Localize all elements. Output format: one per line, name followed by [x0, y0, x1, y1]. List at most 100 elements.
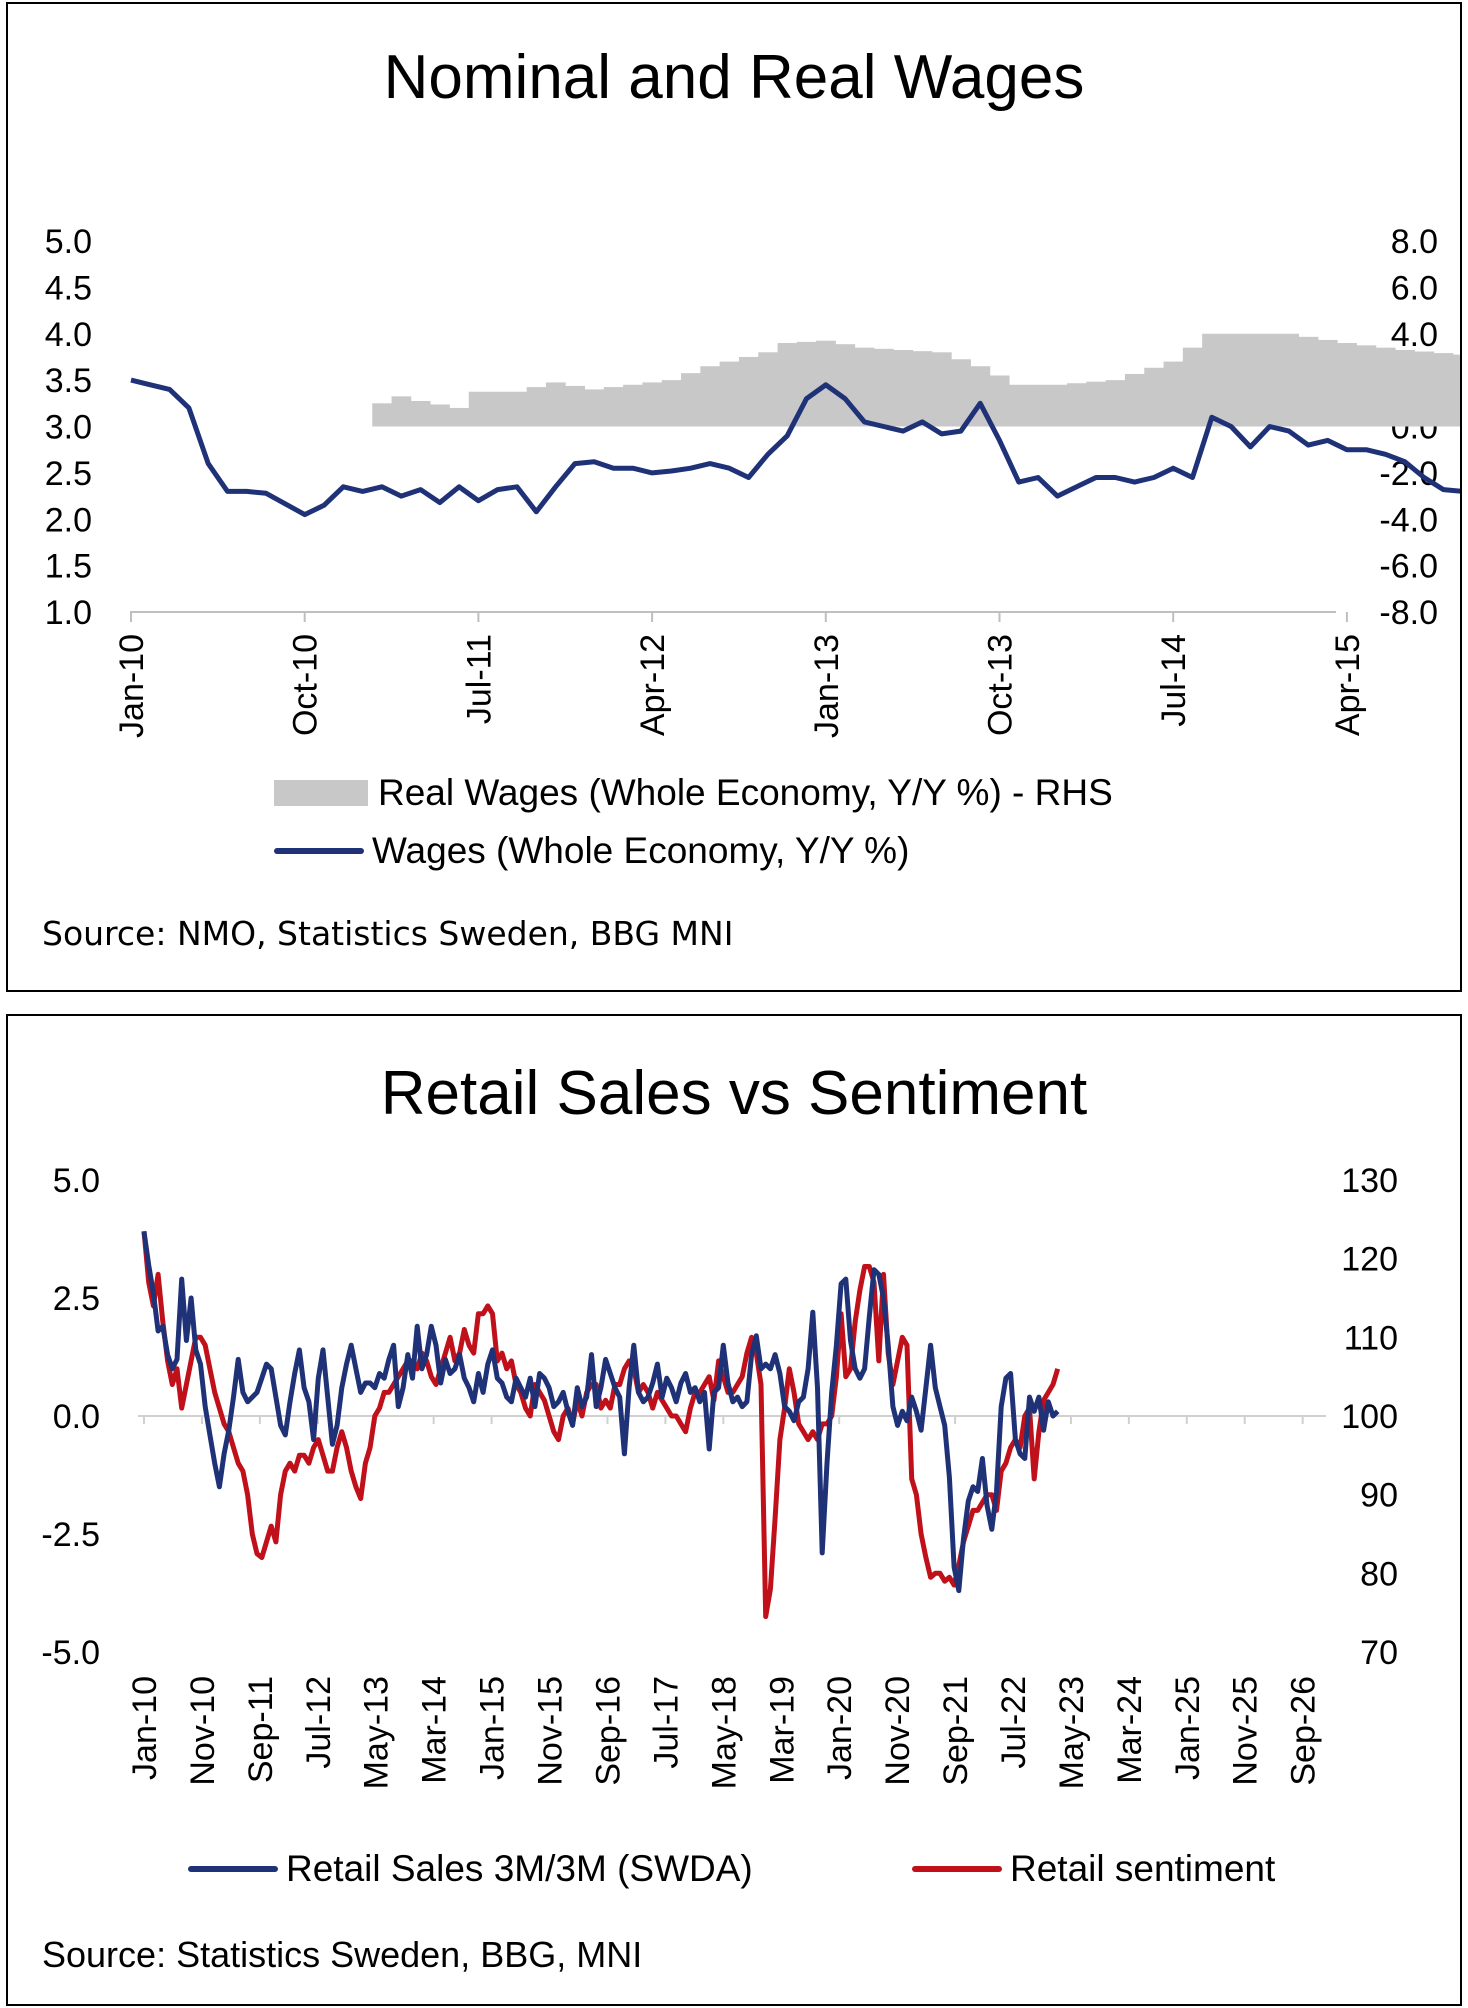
y-right-tick-label: -8.0	[1379, 594, 1438, 632]
x-tick-label: Jul-22	[995, 1676, 1033, 1769]
real-wages-bar	[430, 404, 450, 427]
y-left-tick-label: 4.5	[45, 269, 92, 307]
y-right-tick-label: 130	[1341, 1162, 1398, 1200]
y-left-tick-label: 3.5	[45, 362, 92, 400]
legend-label-retail-sentiment: Retail sentiment	[1010, 1848, 1276, 1889]
legend-item-real-wages: Real Wages (Whole Economy, Y/Y %) - RHS	[274, 772, 1113, 814]
legend-swatch-line	[274, 848, 364, 854]
x-tick-label: Nov-25	[1227, 1676, 1265, 1786]
real-wages-bar	[1375, 347, 1396, 427]
real-wages-bar	[1414, 351, 1435, 427]
y-left-tick-label: 0.0	[53, 1398, 100, 1436]
x-tick-label: Nov-20	[879, 1676, 917, 1786]
y-right-tick-label: -4.0	[1379, 501, 1438, 539]
legend-item-retail-sales: Retail Sales 3M/3M (SWDA)	[188, 1848, 753, 1890]
real-wages-bar	[1144, 367, 1164, 427]
chart-panel-nominal-real-wages: Nominal and Real Wages Jan-10 Oct-10 Jul-1…	[6, 2, 1462, 992]
real-wages-bar	[1028, 384, 1049, 427]
y-right-tick-label: 90	[1360, 1477, 1398, 1515]
x-tick-label: Jul-17	[647, 1676, 685, 1769]
real-wages-bar	[1337, 343, 1357, 427]
real-wages-bar	[874, 348, 894, 427]
y-left-tick-label: 5.0	[45, 223, 92, 261]
x-tick-label: Mar-14	[416, 1676, 454, 1784]
real-wages-bar	[1279, 333, 1300, 427]
x-tick-label: Mar-19	[763, 1676, 801, 1784]
x-tick-label: Mar-24	[1111, 1676, 1149, 1784]
legend-label-real-wages: Real Wages (Whole Economy, Y/Y %) - RHS	[378, 772, 1113, 813]
x-tick-label: Sep-16	[589, 1676, 627, 1786]
real-wages-bar	[1163, 361, 1184, 427]
real-wages-bar	[1433, 353, 1454, 427]
y-left-tick-label: -2.5	[41, 1516, 100, 1554]
y-left-tick-label: 2.5	[53, 1280, 100, 1318]
real-wages-bar	[507, 391, 528, 427]
y-left-tick-label: 4.0	[45, 316, 92, 354]
real-wages-bar	[623, 384, 643, 427]
x-tick-label: Jan-10	[113, 634, 151, 738]
x-tick-label: Jan-10	[126, 1676, 164, 1780]
y-right-tick-label: 110	[1344, 1319, 1398, 1357]
y-left-tick-label: 5.0	[53, 1162, 100, 1200]
y-right-tick-label: 70	[1360, 1634, 1398, 1672]
x-tick-label: Jan-25	[1169, 1676, 1207, 1780]
real-wages-bar	[1240, 333, 1261, 427]
real-wages-bar	[681, 373, 701, 427]
real-wages-bar	[951, 359, 971, 427]
x-tick-label: May-23	[1053, 1676, 1091, 1789]
real-wages-bar	[449, 407, 470, 427]
y-right-tick-label: 80	[1360, 1555, 1398, 1593]
real-wages-bar	[1395, 349, 1415, 427]
real-wages-bar	[1047, 384, 1068, 427]
legend-swatch-bar	[274, 780, 368, 806]
chart-panel-retail-sales-sentiment: Retail Sales vs Sentiment Jan-10 Nov-10 Se…	[6, 1014, 1462, 2006]
y-right-tick-label: 120	[1341, 1241, 1398, 1279]
real-wages-bar	[603, 387, 624, 427]
x-tick-label: Jan-15	[474, 1676, 512, 1780]
real-wages-bar	[1067, 383, 1087, 427]
real-wages-bar	[1453, 354, 1460, 427]
real-wages-bar	[854, 347, 875, 427]
real-wages-bar	[777, 343, 798, 427]
x-tick-label: Nov-10	[184, 1676, 222, 1786]
retail-sales-line	[141, 1231, 1060, 1594]
x-tick-label: Oct-10	[287, 634, 325, 736]
chart-title: Nominal and Real Wages	[383, 43, 1085, 112]
real-wages-bar	[1009, 384, 1029, 427]
real-wages-bar	[700, 366, 721, 427]
x-tick-label: Jul-11	[460, 634, 498, 724]
y-right-tick-label: -6.0	[1379, 548, 1438, 586]
real-wages-bar	[1221, 333, 1242, 427]
real-wages-bar	[1105, 380, 1126, 427]
real-wages-bar	[1298, 336, 1319, 427]
x-tick-label: May-18	[705, 1676, 743, 1789]
chart-plot-wages: Jan-10 Oct-10 Jul-11 Apr-12 Jan-13 Oct-13 Jul-…	[45, 223, 1460, 738]
legend-item-retail-sentiment: Retail sentiment	[912, 1848, 1275, 1890]
x-tick-label: Apr-15	[1329, 634, 1367, 736]
chart-plot-retail: Jan-10 Nov-10 Sep-11 Jul-12 May-13 Mar-14 Jan-…	[41, 1162, 1398, 1789]
real-wages-bar	[1086, 381, 1107, 427]
real-wages-bar	[738, 356, 759, 427]
real-wages-bar	[931, 352, 952, 427]
y-right-tick-label: 8.0	[1391, 223, 1438, 261]
legend-item-wages: Wages (Whole Economy, Y/Y %)	[274, 830, 909, 872]
x-tick-label: Apr-12	[634, 634, 672, 736]
x-tick-label: Sep-11	[242, 1676, 280, 1783]
real-wages-bar	[1317, 339, 1338, 427]
x-tick-label: Sep-21	[937, 1676, 975, 1786]
source-note: Source: NMO, Statistics Sweden, BBG MNI	[42, 914, 734, 953]
legend-label-retail-sales: Retail Sales 3M/3M (SWDA)	[286, 1848, 753, 1889]
legend-label-wages: Wages (Whole Economy, Y/Y %)	[372, 830, 910, 871]
wages-line	[130, 377, 1460, 518]
real-wages-bar	[372, 403, 392, 427]
y-right-tick-label: 4.0	[1391, 316, 1438, 354]
real-wages-bar	[719, 361, 740, 427]
real-wages-bar	[526, 387, 547, 427]
real-wages-bar	[1182, 347, 1203, 427]
y-left-tick-label: 1.0	[45, 594, 92, 632]
y-right-tick-label: 6.0	[1391, 269, 1438, 307]
x-tick-label: Nov-15	[532, 1676, 570, 1786]
real-wages-bar	[835, 344, 856, 427]
real-wages-bar	[642, 382, 663, 427]
real-wages-bar	[661, 380, 682, 427]
